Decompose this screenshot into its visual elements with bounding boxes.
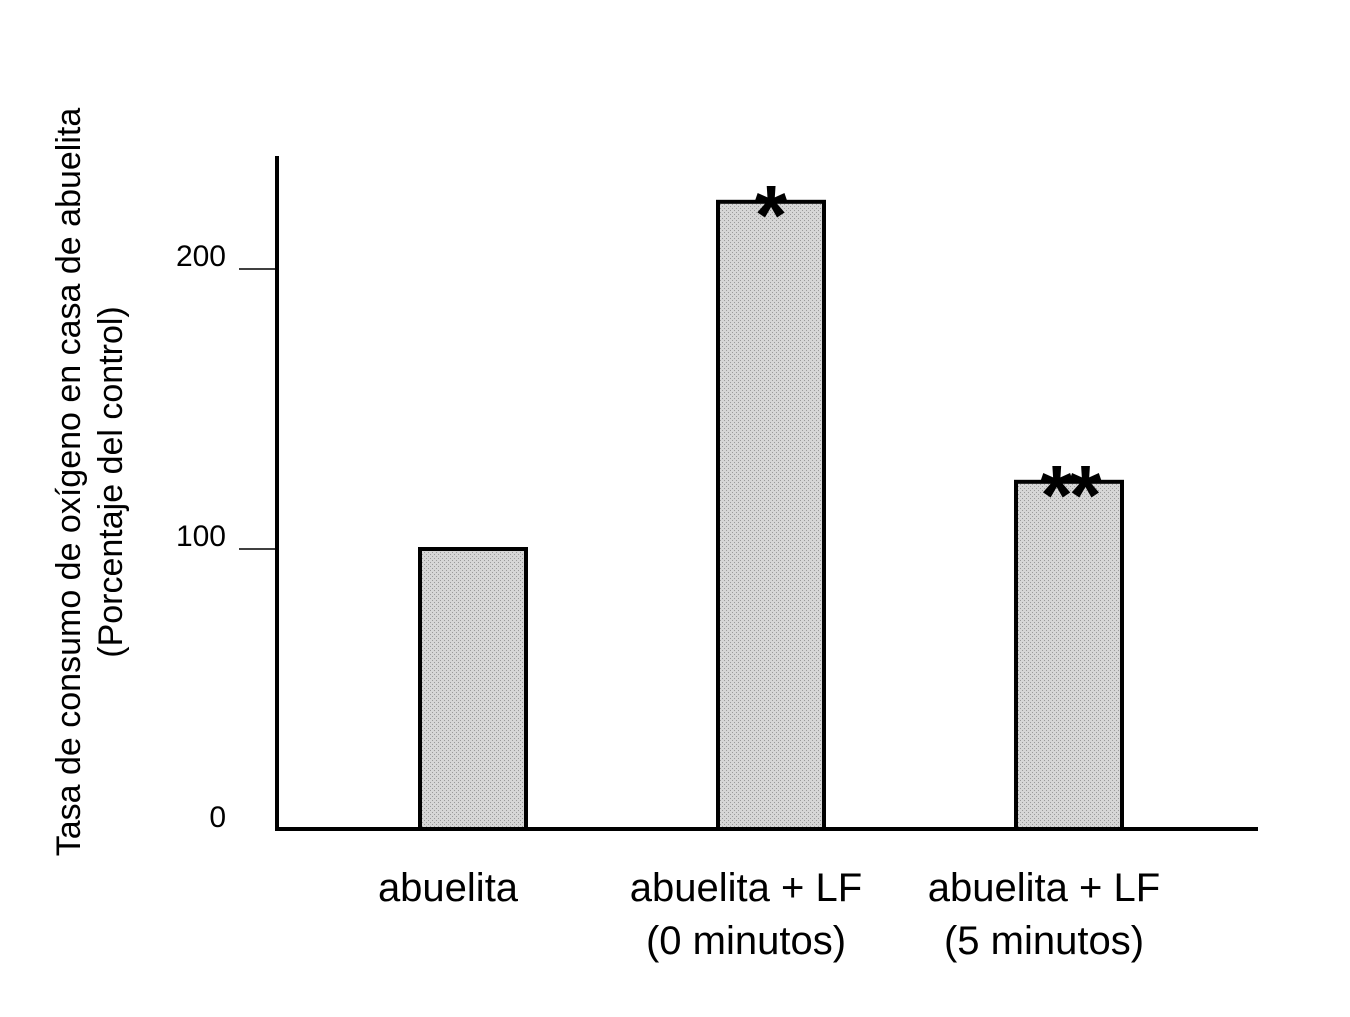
- y-tick-label: 200: [176, 240, 226, 273]
- y-axis-title: Tasa de consumo de oxígeno en casa de ab…: [50, 108, 130, 857]
- x-category-label: abuelita + LF: [928, 866, 1160, 910]
- y-tick-label: 0: [209, 801, 226, 834]
- axes: [275, 156, 1258, 831]
- bar: [716, 199, 826, 832]
- significance-markers: ***: [755, 168, 1106, 542]
- x-category-label: abuelita + LF: [630, 866, 862, 910]
- y-axis-title-line: (Porcentaje del control): [92, 306, 130, 658]
- x-category-label: abuelita: [378, 866, 519, 910]
- x-category-label: (0 minutos): [646, 919, 846, 963]
- x-category-label: (5 minutos): [944, 919, 1144, 963]
- bar: [1014, 479, 1124, 831]
- y-tick-label: 100: [176, 520, 226, 553]
- bar: [418, 547, 528, 831]
- significance-marker: **: [1040, 448, 1102, 542]
- y-axis-ticks: 0 100 200: [176, 240, 277, 834]
- y-axis-title-line: Tasa de consumo de oxígeno en casa de ab…: [50, 108, 88, 857]
- x-axis-category-labels: abuelita abuelita + LF (0 minutos) abuelita…: [378, 866, 1160, 963]
- bars: [418, 199, 1124, 832]
- significance-marker: *: [755, 168, 788, 262]
